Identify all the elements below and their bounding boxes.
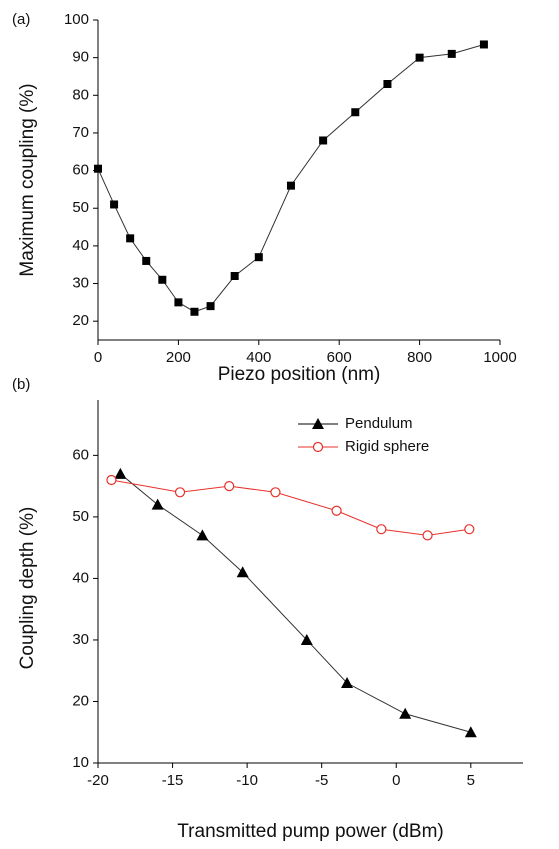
x-tick-label: 200 <box>166 349 191 366</box>
marker <box>286 181 295 190</box>
y-axis-title: Coupling depth (%) <box>17 507 38 670</box>
legend-label: Pendulum <box>345 415 413 432</box>
x-tick-label: 0 <box>94 349 102 366</box>
marker <box>114 467 127 479</box>
marker <box>341 677 354 689</box>
y-tick-label: 30 <box>72 274 89 291</box>
marker <box>126 234 135 243</box>
marker <box>312 441 324 453</box>
marker <box>106 474 117 486</box>
marker <box>151 498 164 510</box>
y-tick-label: 10 <box>72 754 89 771</box>
y-tick-label: 50 <box>72 508 89 525</box>
y-tick-label: 50 <box>72 199 89 216</box>
x-tick-label: -20 <box>87 772 109 789</box>
y-tick-label: 30 <box>72 631 89 648</box>
panel-label: (b) <box>12 376 30 393</box>
marker <box>230 272 239 280</box>
y-tick-label: 80 <box>72 86 89 103</box>
marker <box>383 80 392 88</box>
y-axis-title: Maximum coupling (%) <box>17 83 38 276</box>
marker <box>422 530 433 541</box>
x-tick-label: -10 <box>236 772 258 789</box>
marker <box>110 200 119 209</box>
marker <box>415 53 424 62</box>
panel-label: (a) <box>12 11 30 28</box>
x-tick-label: 400 <box>246 349 271 366</box>
x-tick-label: -15 <box>162 772 184 789</box>
x-tick-label: 800 <box>407 349 432 366</box>
series-line <box>111 479 470 536</box>
marker <box>464 726 477 738</box>
series-line <box>97 43 485 313</box>
marker <box>158 275 167 284</box>
marker <box>479 40 488 49</box>
marker <box>270 487 281 498</box>
marker <box>351 108 360 117</box>
marker <box>142 256 151 265</box>
marker <box>196 529 209 541</box>
marker <box>236 566 249 578</box>
y-tick-label: 20 <box>72 312 89 329</box>
y-tick-label: 40 <box>72 237 89 254</box>
marker <box>464 524 475 535</box>
marker <box>331 505 342 516</box>
marker <box>254 253 263 262</box>
y-tick-label: 40 <box>72 569 89 586</box>
x-tick-label: 0 <box>392 772 400 789</box>
x-axis-title: Piezo position (nm) <box>218 364 381 385</box>
y-tick-label: 100 <box>64 11 89 28</box>
marker <box>190 307 199 316</box>
marker <box>319 136 328 145</box>
marker <box>174 298 183 307</box>
marker <box>206 302 215 311</box>
y-tick-label: 20 <box>72 692 89 709</box>
y-tick-label: 60 <box>72 446 89 463</box>
marker <box>376 524 387 535</box>
series-line <box>120 473 471 733</box>
marker <box>399 707 412 719</box>
x-tick-label: -5 <box>315 772 328 789</box>
y-tick-label: 60 <box>72 162 89 179</box>
y-tick-label: 90 <box>72 49 89 66</box>
y-tick-label: 70 <box>72 124 89 141</box>
x-axis-title: Transmitted pump power (dBm) <box>177 821 443 842</box>
marker <box>300 633 313 645</box>
marker <box>312 418 324 429</box>
marker <box>94 164 102 173</box>
marker <box>447 49 456 58</box>
x-tick-label: 5 <box>467 772 475 789</box>
legend-label: Rigid sphere <box>345 438 429 455</box>
marker <box>174 487 186 498</box>
x-tick-label: 600 <box>327 349 352 366</box>
marker <box>224 481 235 492</box>
x-tick-label: 1000 <box>483 349 516 366</box>
